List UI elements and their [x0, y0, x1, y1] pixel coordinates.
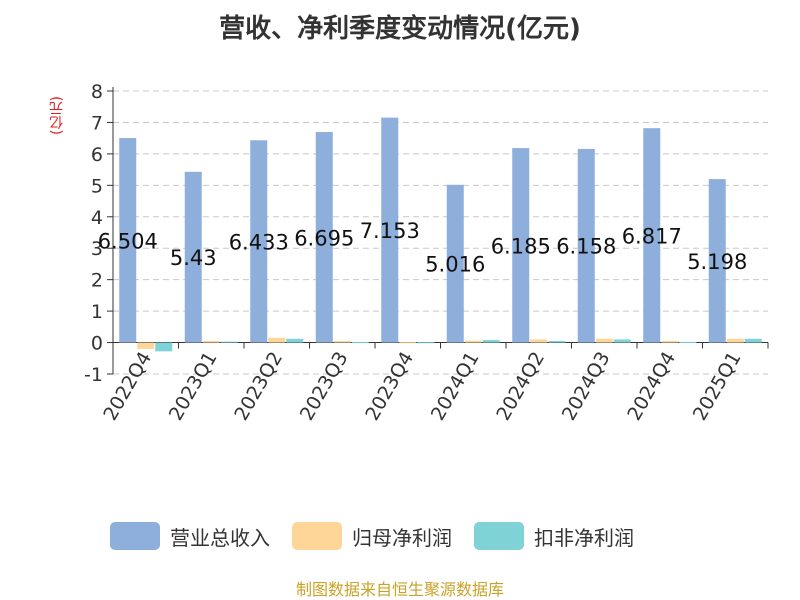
source-footer: 制图数据来自恒生聚源数据库 — [295, 580, 504, 599]
data-label: 6.158 — [556, 235, 616, 259]
bar — [315, 132, 333, 343]
data-label: 5.198 — [687, 250, 747, 274]
x-tick-label: 2023Q3 — [296, 348, 353, 424]
x-tick-label: 2023Q4 — [361, 348, 418, 424]
y-tick-label: -1 — [84, 364, 103, 386]
bar — [530, 339, 548, 343]
y-tick-label: 6 — [91, 144, 103, 166]
bar — [202, 340, 220, 343]
legend-swatch-net-profit — [292, 522, 342, 550]
x-tick-label: 2024Q4 — [623, 348, 680, 424]
legend-label-revenue: 营业总收入 — [170, 525, 270, 550]
bar — [512, 148, 530, 343]
bar — [220, 341, 238, 343]
bar — [482, 340, 500, 343]
legend-swatch-revenue — [110, 522, 160, 550]
x-tick-label: 2025Q1 — [689, 348, 746, 424]
bar — [744, 338, 762, 343]
bar — [726, 338, 744, 343]
data-label: 6.817 — [622, 224, 682, 248]
y-tick-label: 1 — [91, 301, 103, 323]
bar — [286, 338, 304, 343]
x-tick-label: 2024Q2 — [492, 348, 549, 424]
legend-item-revenue[interactable]: 营业总收入 — [110, 522, 270, 551]
y-tick-label: 8 — [91, 81, 103, 103]
x-tick-label: 2024Q3 — [558, 348, 615, 424]
x-tick-label: 2024Q1 — [427, 348, 484, 424]
chart-title: 营收、净利季度变动情况(亿元) — [219, 14, 581, 44]
bar — [137, 342, 155, 349]
bar — [184, 171, 202, 343]
legend-label-net-profit: 归母净利润 — [352, 525, 452, 550]
y-tick-label: 0 — [91, 333, 103, 355]
bar — [381, 117, 399, 343]
x-tick-label: 2022Q4 — [99, 348, 156, 424]
x-tick-label: 2023Q1 — [165, 348, 222, 424]
data-label: 5.43 — [170, 246, 217, 270]
bar — [661, 340, 679, 343]
bar — [464, 340, 482, 343]
bar — [351, 341, 369, 343]
y-tick-label: 2 — [91, 270, 103, 292]
y-tick-label: 4 — [91, 207, 103, 229]
bar — [333, 340, 351, 343]
bar — [399, 342, 417, 344]
bar-chart: -1 0 1 2 3 4 5 6 7 8 2022Q4 2023Q1 2023Q2 2023Q3 2023Q… — [84, 81, 769, 424]
bar — [155, 342, 173, 352]
legend: 营业总收入 归母净利润 扣非净利润 — [110, 520, 656, 552]
data-label: 6.185 — [491, 234, 551, 258]
bar — [119, 138, 137, 343]
y-tick-label: 3 — [91, 238, 103, 260]
bar — [577, 148, 595, 343]
bar — [250, 140, 268, 343]
data-label: 6.695 — [294, 226, 354, 250]
legend-item-deducted-net-profit[interactable]: 扣非净利润 — [474, 522, 634, 551]
data-label: 6.504 — [98, 229, 158, 253]
legend-swatch-deducted-net-profit — [474, 522, 524, 550]
bar — [679, 341, 697, 343]
legend-item-net-profit[interactable]: 归母净利润 — [292, 522, 452, 551]
data-label: 5.016 — [425, 253, 485, 277]
bar — [268, 337, 286, 343]
bar — [708, 179, 726, 343]
bar — [446, 184, 464, 343]
y-tick-label: 7 — [91, 112, 103, 134]
bar — [548, 340, 566, 343]
x-tick-label: 2023Q2 — [230, 348, 287, 424]
data-label: 6.433 — [229, 230, 289, 254]
data-label: 7.153 — [360, 219, 420, 243]
bar — [643, 128, 661, 343]
bar — [613, 339, 631, 343]
bar — [595, 338, 613, 343]
bar — [417, 342, 435, 344]
legend-label-deducted-net-profit: 扣非净利润 — [534, 525, 634, 550]
y-tick-label: 5 — [91, 175, 103, 197]
